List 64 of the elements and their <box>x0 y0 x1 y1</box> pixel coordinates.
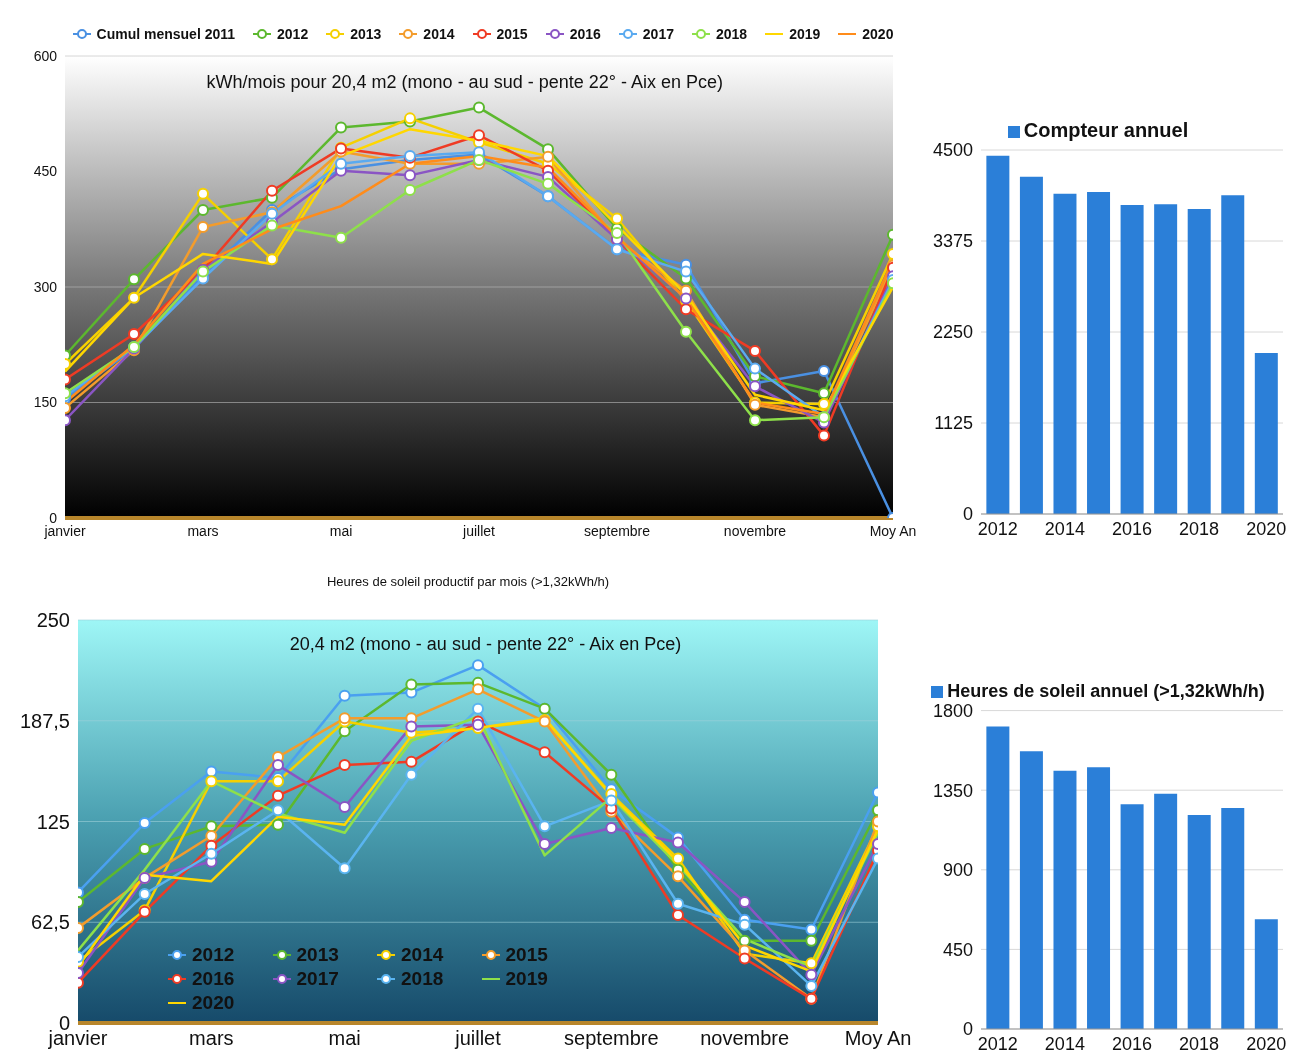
x-tick-label: 2020 <box>1246 518 1287 539</box>
y-tick-label: 1125 <box>934 413 973 434</box>
x-tick-label: 2012 <box>977 1033 1018 1054</box>
y-tick-label: 250 <box>36 609 70 632</box>
y-tick-label: 2250 <box>932 322 973 343</box>
legend-label: 2014 <box>423 26 455 42</box>
y-tick-label: 0 <box>962 504 973 525</box>
legend-label: Compteur annuel <box>1023 119 1189 141</box>
legend-label: 2017 <box>642 26 674 42</box>
legend-label: 2016 <box>192 968 235 990</box>
y-tick-label: 3375 <box>932 231 973 252</box>
y-tick-label: 1800 <box>932 700 973 721</box>
y-tick-label: 300 <box>33 278 58 295</box>
y-tick-label: 1350 <box>932 780 973 801</box>
y-tick-label: 450 <box>942 939 973 960</box>
x-tick-label: Moy An <box>869 522 917 539</box>
legend-label: 2018 <box>715 26 748 42</box>
text: kWh/mois pour 20,4 m2 (mono - au sud - pente 22° - Aix en Pce) <box>205 72 724 93</box>
x-tick-label: 2018 <box>1179 1033 1220 1054</box>
legend-label: 2015 <box>505 944 548 966</box>
legend-label: 2015 <box>496 26 528 42</box>
chart-title: Heures de soleil productif par mois (>1,32kWh/h) <box>325 574 611 589</box>
legend-label: Heures de soleil annuel (>1,32kWh/h) <box>947 681 1265 701</box>
x-tick-label: septembre <box>583 522 651 539</box>
legend-label: 2012 <box>192 944 235 966</box>
x-tick-label: juillet <box>462 522 496 539</box>
y-tick-label: 4500 <box>932 140 973 161</box>
legend-label: 2018 <box>401 968 444 990</box>
legend-label: 2012 <box>277 26 309 42</box>
x-tick-label: mars <box>187 522 219 539</box>
legend-label: 2019 <box>505 968 548 990</box>
text: 20,4 m2 (mono - au sud - pente 22° - Aix en Pce) <box>288 634 683 655</box>
y-tick-label: 62,5 <box>31 911 70 934</box>
x-tick-label: 2020 <box>1246 1033 1287 1054</box>
x-tick-label: septembre <box>564 1027 659 1050</box>
x-tick-label: 2012 <box>977 518 1018 539</box>
x-tick-label: 2014 <box>1044 518 1085 539</box>
x-tick-label: 2016 <box>1111 1033 1153 1054</box>
x-tick-label: mai <box>328 1027 361 1050</box>
x-tick-label: novembre <box>723 522 787 539</box>
legend-label: 2020 <box>192 992 235 1014</box>
legend-label: 2016 <box>569 26 601 42</box>
legend-label: 2013 <box>296 944 339 966</box>
x-tick-label: 2018 <box>1179 518 1220 539</box>
y-tick-label: 125 <box>36 810 70 833</box>
x-tick-label: mars <box>189 1027 234 1050</box>
y-tick-label: 450 <box>33 163 58 180</box>
legend-label: 2019 <box>789 26 821 42</box>
legend-label: 2017 <box>296 968 339 990</box>
x-tick-label: mai <box>329 522 353 539</box>
y-tick-label: 150 <box>33 394 58 411</box>
y-tick-label: 0 <box>962 1019 973 1040</box>
x-tick-label: novembre <box>700 1027 790 1050</box>
legend-label: Cumul mensuel 2011 <box>96 26 236 42</box>
legend-label: 2014 <box>401 944 444 966</box>
y-tick-label: 187,5 <box>19 709 70 732</box>
x-tick-label: Moy An <box>844 1027 912 1050</box>
y-tick-label: 600 <box>33 47 58 64</box>
x-tick-label: juillet <box>454 1027 502 1050</box>
x-tick-label: 2014 <box>1044 1033 1085 1054</box>
legend-label: 2013 <box>350 26 382 42</box>
legend-label: 2020 <box>862 26 894 42</box>
y-tick-label: 900 <box>942 860 973 881</box>
x-tick-label: 2016 <box>1111 518 1153 539</box>
